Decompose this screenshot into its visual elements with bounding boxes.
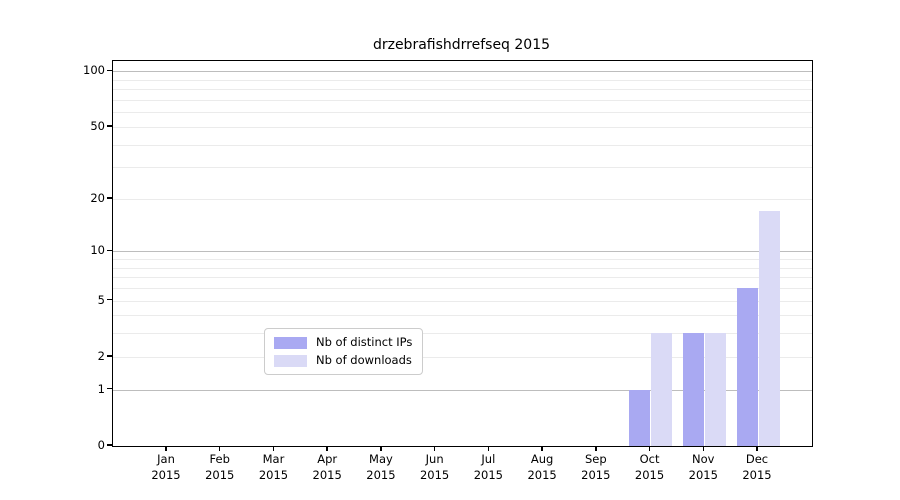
gridline-major bbox=[113, 251, 812, 253]
x-tick-mark bbox=[380, 446, 382, 451]
gridline-minor bbox=[113, 144, 812, 146]
gridline-minor bbox=[113, 288, 812, 290]
x-tick-mark bbox=[595, 446, 597, 451]
x-tick-label: Oct 2015 bbox=[634, 452, 665, 482]
gridline-minor bbox=[113, 126, 812, 128]
legend: Nb of distinct IPs Nb of downloads bbox=[264, 328, 424, 375]
y-tick-mark bbox=[107, 197, 112, 199]
legend-label-downloads: Nb of downloads bbox=[316, 353, 412, 367]
y-tick-mark bbox=[107, 69, 112, 72]
legend-label-distinct-ips: Nb of distinct IPs bbox=[316, 335, 413, 349]
bar-downloads bbox=[651, 333, 673, 446]
gridline-minor bbox=[113, 277, 812, 279]
legend-row: Nb of downloads bbox=[274, 354, 412, 367]
x-tick-mark bbox=[272, 446, 275, 451]
y-tick-label: 2 bbox=[97, 348, 105, 363]
gridline-major bbox=[113, 71, 812, 73]
legend-swatch-distinct-ips bbox=[274, 336, 307, 349]
gridline-minor bbox=[113, 79, 812, 81]
y-tick-mark bbox=[107, 388, 112, 390]
gridline-minor bbox=[113, 259, 812, 261]
x-tick-label: Jul 2015 bbox=[473, 452, 503, 482]
x-tick-label: Feb 2015 bbox=[205, 452, 235, 482]
x-tick-mark bbox=[648, 446, 651, 451]
legend-swatch-downloads bbox=[274, 354, 307, 367]
y-tick-mark bbox=[107, 355, 112, 357]
y-tick-mark bbox=[107, 444, 112, 446]
y-tick-label: 100 bbox=[83, 63, 105, 78]
legend-row: Nb of distinct IPs bbox=[274, 336, 412, 349]
x-tick-mark bbox=[541, 446, 543, 451]
gridline-minor bbox=[113, 167, 812, 169]
x-tick-label: Apr 2015 bbox=[312, 452, 342, 482]
x-tick-label: Jan 2015 bbox=[151, 452, 181, 482]
gridline-minor bbox=[113, 315, 812, 317]
y-tick-label: 10 bbox=[90, 243, 105, 258]
x-tick-label: Dec 2015 bbox=[742, 452, 772, 482]
x-tick-label: Aug 2015 bbox=[527, 452, 557, 482]
x-tick-mark bbox=[326, 446, 328, 451]
y-tick-label: 0 bbox=[97, 438, 105, 452]
x-tick-mark bbox=[219, 446, 221, 451]
gridline-minor bbox=[113, 333, 812, 335]
x-tick-label: May 2015 bbox=[366, 452, 396, 482]
gridline-minor bbox=[113, 89, 812, 91]
x-tick-label: Nov 2015 bbox=[688, 452, 718, 482]
x-tick-mark bbox=[756, 446, 758, 451]
gridline-minor bbox=[113, 112, 812, 114]
bar-distinct-ips bbox=[736, 288, 758, 446]
gridline-minor bbox=[113, 198, 812, 200]
gridline-major bbox=[113, 389, 812, 391]
y-tick-mark bbox=[107, 298, 112, 301]
x-tick-label: Jun 2015 bbox=[419, 452, 450, 482]
x-tick-label: Sep 2015 bbox=[581, 452, 611, 482]
x-tick-mark bbox=[702, 446, 704, 451]
bar-downloads bbox=[704, 333, 726, 446]
bar-distinct-ips bbox=[682, 333, 704, 446]
x-tick-mark bbox=[165, 446, 167, 451]
chart-title: drzebrafishdrrefseq 2015 bbox=[372, 37, 551, 53]
gridline-minor bbox=[113, 267, 812, 269]
x-tick-mark bbox=[433, 446, 436, 451]
bar-downloads bbox=[758, 211, 780, 446]
y-tick-label: 5 bbox=[97, 292, 105, 307]
gridline-minor bbox=[113, 300, 812, 302]
y-tick-mark bbox=[107, 125, 112, 127]
x-tick-label: Mar 2015 bbox=[258, 452, 289, 482]
bar-distinct-ips bbox=[629, 389, 651, 446]
plot-area bbox=[112, 60, 813, 447]
y-tick-label: 1 bbox=[97, 381, 105, 396]
y-tick-label: 20 bbox=[90, 190, 105, 205]
y-tick-mark bbox=[107, 249, 112, 252]
y-tick-label: 50 bbox=[90, 118, 105, 133]
x-tick-mark bbox=[487, 446, 490, 451]
gridline-minor bbox=[113, 356, 812, 358]
gridline-minor bbox=[113, 100, 812, 101]
